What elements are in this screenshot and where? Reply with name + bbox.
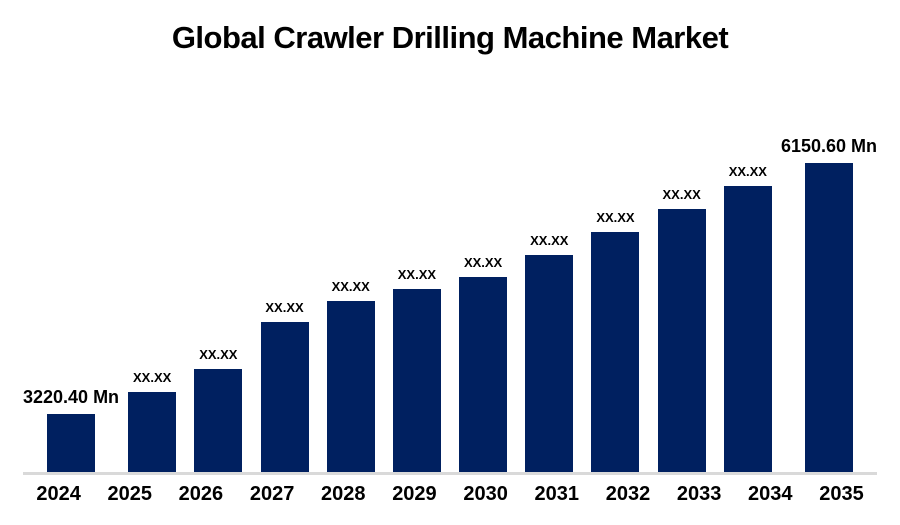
x-axis-label-2031: 2031 [534,483,580,505]
bar-column-2027: XX.XX [251,299,317,472]
bar-2034 [723,186,772,472]
bar-value-label-2027: XX.XX [265,299,304,315]
bar-column-2028: XX.XX [318,278,384,472]
x-axis-label-2034: 2034 [748,483,793,505]
bar-value-label-2030: XX.XX [463,254,503,270]
plot-area: 3220.40 Mn XX.XX XX.XX XX.XX XX.XX XX.XX XX.XX… [23,0,877,525]
bar-2027 [260,322,309,472]
bar-column-2024: 3220.40 Mn [23,387,120,472]
x-axis-label-2035: 2035 [819,483,864,505]
bar-value-label-2032: XX.XX [596,209,635,225]
bar-column-2030: XX.XX [450,254,516,472]
bar-2033 [657,209,706,472]
x-axis-label-2024: 2024 [36,483,81,505]
bar-column-2025: XX.XX [119,369,185,472]
bar-column-2026: XX.XX [185,346,251,472]
bar-value-label-2028: XX.XX [331,278,370,294]
bar-2032 [591,232,640,472]
x-axis-label-2032: 2032 [605,483,651,505]
bar-value-label-2029: XX.XX [397,266,437,282]
bar-2028 [326,301,375,472]
bar-2026 [194,369,243,472]
x-axis-label-2026: 2026 [178,483,224,505]
bar-column-2029: XX.XX [384,266,450,472]
x-axis-label-2030: 2030 [463,483,508,505]
bar-value-label-2033: XX.XX [662,186,701,202]
x-axis-labels: 2024 2025 2026 2027 2028 2029 2030 2031 2032 2033… [23,483,877,506]
chart-title: Global Crawler Drilling Machine Market [171,20,729,55]
bar-2024 [47,414,96,472]
bar-column-2033: XX.XX [649,186,715,472]
bars-container: 3220.40 Mn XX.XX XX.XX XX.XX XX.XX XX.XX XX.XX… [23,0,877,472]
bar-value-label-2025: XX.XX [133,369,172,385]
bar-column-2032: XX.XX [582,209,648,472]
bar-value-label-2031: XX.XX [530,232,569,248]
bar-column-2031: XX.XX [516,232,582,472]
x-axis-label-2028: 2028 [321,483,366,505]
bar-value-label-2024: 3220.40 Mn [23,387,120,408]
x-axis-label-2027: 2027 [249,483,295,505]
bar-value-label-2034: XX.XX [728,163,767,179]
x-axis-line [23,472,877,475]
bar-2031 [525,255,574,472]
bar-column-2035: 6150.60 Mn [780,136,877,472]
x-axis-label-2029: 2029 [392,483,437,505]
bar-2029 [392,289,441,472]
bar-value-label-2026: XX.XX [199,346,238,362]
bar-2030 [459,277,508,472]
bar-2025 [128,392,177,472]
bar-2035 [804,163,853,472]
x-axis-label-2025: 2025 [107,483,153,505]
x-axis-label-2033: 2033 [676,483,722,505]
bar-value-label-2035: 6150.60 Mn [780,136,877,157]
bar-column-2034: XX.XX [715,163,781,472]
